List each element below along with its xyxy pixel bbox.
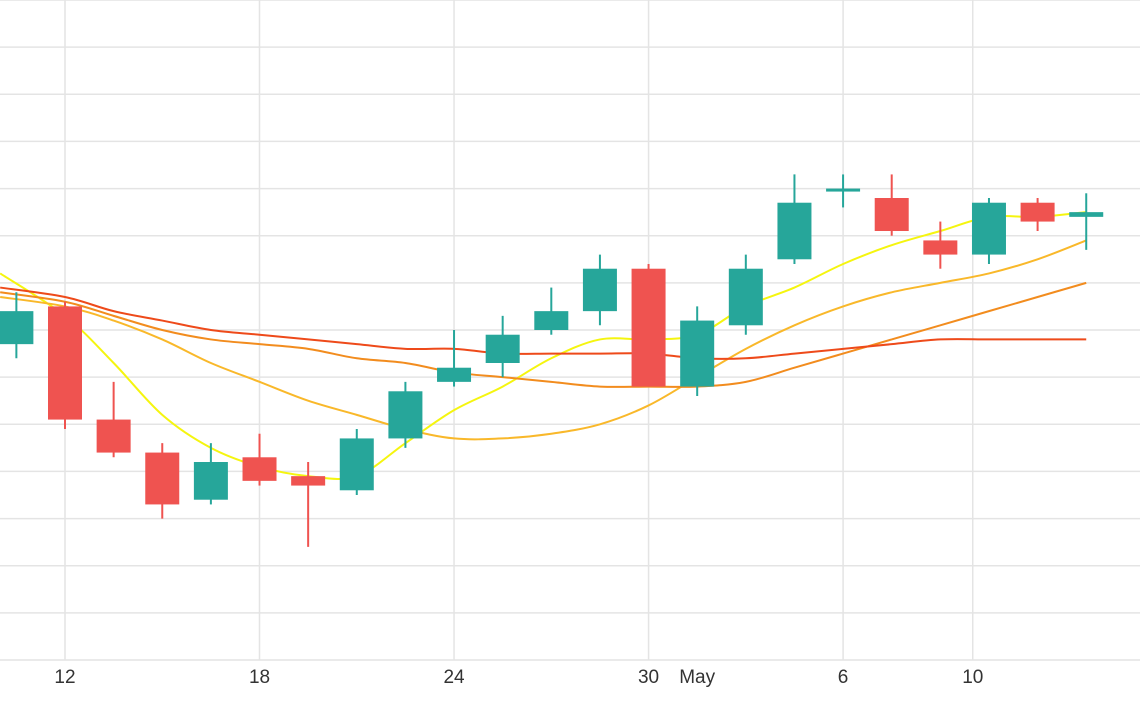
moving-average-line-2 xyxy=(0,239,1087,441)
moving-average-line-4 xyxy=(0,286,1087,360)
candle-body-up xyxy=(728,268,763,326)
x-tick-label: 18 xyxy=(249,667,270,688)
candle-body-down xyxy=(923,240,958,255)
candle-body-down xyxy=(874,198,909,231)
candle-body-up xyxy=(826,188,861,192)
candle-body-down xyxy=(291,476,326,486)
x-tick-label: 24 xyxy=(443,667,465,688)
grid-lines xyxy=(0,0,1140,661)
candle-body-up xyxy=(339,438,374,491)
candle-body-down xyxy=(1020,202,1055,222)
candle-body-down xyxy=(145,452,180,505)
x-tick-label: 6 xyxy=(838,667,849,688)
x-tick-label: 12 xyxy=(54,667,75,688)
candle-body-down xyxy=(96,419,131,453)
moving-average-lines xyxy=(0,211,1087,480)
candle-body-up xyxy=(437,367,472,382)
moving-average-line-1 xyxy=(0,211,1087,480)
x-axis-tick-labels: 12 18 24 30 May 6 10 xyxy=(54,667,983,688)
moving-average-line-3 xyxy=(0,281,1087,388)
x-tick-label: May xyxy=(679,667,715,688)
x-tick-label: 30 xyxy=(638,667,659,688)
candle-body-down xyxy=(242,457,277,481)
candle-body-down xyxy=(631,268,666,387)
candle-body-up xyxy=(680,320,715,387)
candle-body-up xyxy=(777,202,812,260)
candles xyxy=(0,174,1104,547)
candle-body-up xyxy=(1069,212,1104,217)
x-tick-label: 10 xyxy=(962,667,983,688)
candle-body-up xyxy=(0,311,34,345)
candle-body-up xyxy=(388,391,423,439)
candle-body-up xyxy=(193,462,228,500)
candle-body-up xyxy=(534,311,569,330)
candle-body-up xyxy=(971,202,1006,255)
candle-body-up xyxy=(485,334,520,363)
candle-body-down xyxy=(48,306,82,420)
candle-body-up xyxy=(582,268,617,312)
